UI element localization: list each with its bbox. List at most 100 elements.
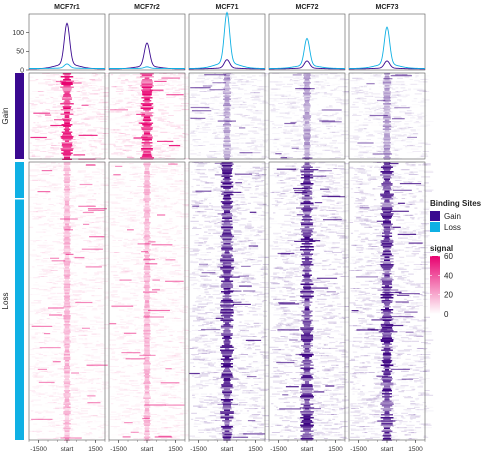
- heatmap-texture: [124, 157, 134, 158]
- heatmap-texture: [80, 238, 84, 239]
- heatmap-texture: [138, 200, 147, 202]
- heatmap-texture: [35, 97, 40, 98]
- heatmap-texture: [97, 378, 102, 379]
- heatmap-texture: [262, 124, 265, 126]
- heatmap-texture: [113, 129, 119, 131]
- heatmap-texture: [164, 262, 174, 264]
- heatmap-texture: [123, 145, 132, 146]
- heatmap-center-signal: [223, 88, 231, 90]
- heatmap-texture: [72, 331, 80, 333]
- heatmap-texture: [78, 338, 84, 340]
- heatmap-texture: [131, 169, 140, 170]
- heatmap-streak: [143, 291, 158, 293]
- panel-mcf7r2: MCF7r2-1500 start 1500: [108, 4, 195, 453]
- heatmap-texture: [138, 93, 146, 95]
- heatmap-center-signal: [63, 211, 71, 213]
- heatmap-texture: [227, 104, 234, 106]
- heatmap-texture: [90, 387, 97, 389]
- heatmap-center-signal: [143, 240, 151, 242]
- heatmap-border: [188, 72, 266, 160]
- heatmap-texture: [113, 170, 117, 171]
- heatmap-texture: [103, 184, 111, 186]
- heatmap-texture: [51, 362, 60, 363]
- heatmap-texture: [165, 230, 174, 231]
- heatmap-texture: [127, 311, 135, 312]
- heatmap-texture: [41, 308, 46, 310]
- heatmap-texture: [159, 157, 162, 158]
- heatmap-streak: [33, 112, 51, 114]
- heatmap-texture: [50, 97, 54, 98]
- heatmap-texture: [121, 367, 125, 369]
- heatmap-texture: [114, 86, 123, 88]
- heatmap-texture: [173, 113, 177, 114]
- heatmap-texture: [29, 368, 35, 370]
- heatmap-texture: [100, 246, 106, 247]
- heatmap-texture: [251, 95, 260, 97]
- heatmap-texture: [31, 107, 36, 109]
- heatmap-texture: [90, 428, 97, 430]
- heatmap-texture: [70, 340, 77, 342]
- heatmap-center-signal: [144, 219, 150, 221]
- heatmap-texture: [190, 130, 198, 132]
- heatmap-texture: [180, 402, 183, 403]
- heatmap-texture: [64, 284, 74, 286]
- heatmap-texture: [48, 204, 54, 205]
- heatmap-texture: [58, 254, 63, 256]
- heatmap-texture: [252, 166, 261, 168]
- heatmap-texture: [164, 250, 172, 252]
- heatmap-texture: [136, 262, 145, 264]
- heatmap-texture: [69, 211, 76, 213]
- heatmap-texture: [32, 216, 36, 217]
- heatmap-center-signal: [65, 309, 70, 311]
- heatmap-texture: [31, 105, 36, 107]
- heatmap-center-signal: [143, 423, 151, 425]
- heatmap-texture: [63, 224, 67, 226]
- heatmap-center-signal: [63, 94, 71, 96]
- heatmap-texture: [170, 406, 172, 407]
- heatmap-texture: [47, 438, 56, 439]
- column-title: MCF71: [216, 4, 239, 11]
- heatmap-center-signal: [224, 148, 230, 150]
- heatmap-texture: [177, 336, 185, 337]
- heatmap-texture: [207, 89, 215, 91]
- heatmap-texture: [196, 123, 202, 124]
- heatmap-texture: [253, 175, 260, 177]
- heatmap-texture: [236, 165, 242, 167]
- heatmap-center-signal: [60, 113, 74, 115]
- heatmap-texture: [176, 143, 183, 145]
- heatmap-texture: [154, 117, 162, 119]
- heatmap-texture: [234, 79, 244, 80]
- heatmap-texture: [89, 432, 92, 433]
- heatmap-texture: [168, 122, 174, 124]
- heatmap-texture: [68, 261, 74, 263]
- heatmap-texture: [121, 355, 128, 356]
- heatmap-texture: [114, 372, 121, 373]
- heatmap-texture: [119, 143, 122, 144]
- heatmap-texture: [123, 343, 131, 345]
- heatmap-center-signal: [64, 418, 70, 420]
- heatmap-texture: [90, 234, 96, 235]
- heatmap-texture: [240, 186, 243, 187]
- heatmap-texture: [38, 393, 45, 395]
- heatmap-texture: [111, 284, 116, 285]
- heatmap-texture: [159, 380, 166, 382]
- heatmap-texture: [33, 424, 37, 425]
- heatmap-texture: [90, 80, 96, 82]
- heatmap-texture: [126, 155, 133, 157]
- heatmap-texture: [74, 295, 81, 297]
- heatmap-texture: [70, 418, 73, 420]
- heatmap-center-signal: [64, 255, 70, 257]
- heatmap-gain: [108, 72, 194, 160]
- heatmap-center-signal: [63, 238, 71, 240]
- heatmap-center-signal: [64, 202, 70, 204]
- heatmap-texture: [95, 249, 99, 251]
- heatmap-texture: [47, 79, 56, 80]
- heatmap-texture: [180, 174, 184, 175]
- heatmap-texture: [83, 194, 91, 195]
- heatmap-texture: [31, 302, 42, 304]
- heatmap-texture: [180, 225, 187, 227]
- heatmap-texture: [240, 140, 247, 141]
- heatmap-texture: [223, 190, 230, 192]
- heatmap-center-signal: [144, 196, 150, 198]
- heatmap-texture: [157, 276, 161, 277]
